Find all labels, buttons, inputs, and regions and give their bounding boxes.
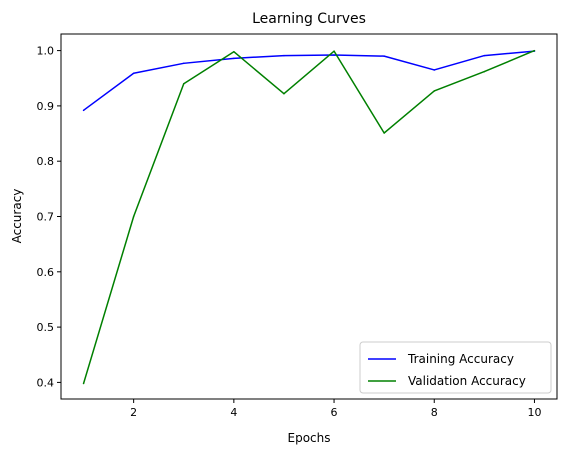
training-accuracy-point [182, 62, 185, 65]
y-tick-label: 0.9 [37, 100, 55, 113]
validation-accuracy-point [483, 70, 486, 73]
y-tick-label: 0.4 [37, 376, 55, 389]
x-tick-label: 4 [230, 406, 237, 419]
legend-box [359, 341, 552, 394]
training-accuracy-point [233, 57, 235, 60]
validation-accuracy-point [182, 83, 185, 85]
x-tick-label: 8 [431, 406, 438, 419]
legend: Training Accuracy Validation Accuracy [359, 341, 552, 394]
legend-label-training-accuracy: Training Accuracy [407, 352, 514, 366]
series-layer [82, 49, 536, 385]
x-tick-label: 10 [527, 406, 541, 419]
legend-label-validation-accuracy: Validation Accuracy [408, 374, 526, 388]
y-tick-label: 0.8 [37, 155, 55, 168]
tick-layer: 2 4 6 8 10 0.4 0.5 0.6 0.7 0.8 0.9 1.0 [37, 45, 542, 419]
validation-accuracy-point [333, 50, 335, 52]
plot-frame [60, 33, 558, 400]
training-accuracy-point [383, 55, 385, 57]
x-tick-label: 6 [331, 406, 338, 419]
validation-accuracy-point [233, 50, 235, 53]
validation-accuracy-point [433, 90, 436, 92]
validation-accuracy-line [82, 49, 535, 384]
training-accuracy-point [483, 54, 486, 57]
y-tick-label: 0.6 [37, 266, 55, 279]
training-accuracy-point [82, 109, 85, 112]
x-axis-label: Epochs [288, 431, 331, 445]
validation-accuracy-point [533, 49, 536, 52]
training-accuracy-point [283, 54, 285, 57]
x-tick-label: 2 [130, 406, 137, 419]
validation-accuracy-point [132, 215, 135, 218]
chart-title: Learning Curves [252, 11, 366, 27]
y-tick-label: 0.7 [37, 211, 55, 224]
training-accuracy-point [333, 54, 335, 56]
validation-accuracy-point [283, 92, 285, 95]
y-tick-label: 1.0 [37, 45, 55, 58]
y-tick-label: 0.5 [37, 321, 55, 334]
training-accuracy-line [83, 50, 535, 111]
y-axis-label: Accuracy [10, 189, 24, 244]
training-accuracy-point [132, 72, 135, 75]
validation-accuracy-point [82, 382, 85, 385]
validation-accuracy-point [383, 132, 385, 134]
training-accuracy-point [433, 69, 436, 71]
